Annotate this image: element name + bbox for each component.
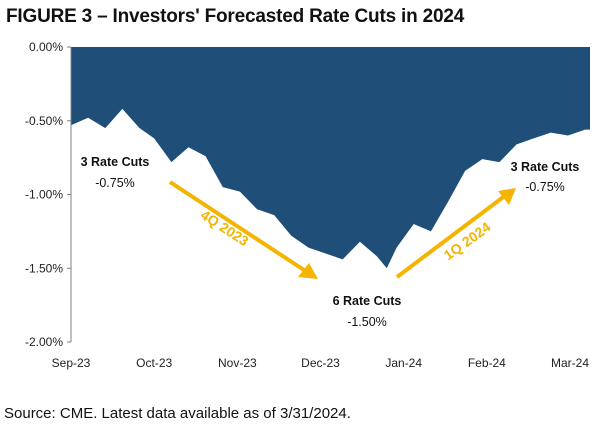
x-tick-label: Jan-24 — [385, 356, 422, 370]
trend-arrow-1q — [395, 188, 516, 279]
y-tick-label: -1.50% — [25, 261, 63, 275]
x-tick-label: Nov-23 — [218, 356, 257, 370]
annotation-value-mar: -0.75% — [525, 180, 565, 194]
x-tick-label: Oct-23 — [136, 356, 172, 370]
annotation-label-jan: 6 Rate Cuts — [333, 294, 402, 308]
x-axis: Sep-23 Oct-23 Nov-23 Dec-23 Jan-24 Feb-24 Mar-… — [52, 356, 590, 370]
source-note: Source: CME. Latest data available as of… — [4, 405, 351, 422]
annotation-label-mar: 3 Rate Cuts — [511, 160, 580, 174]
forecast-area — [71, 47, 590, 269]
y-tick-label: 0.00% — [29, 40, 63, 54]
trend-arrow-4q — [168, 180, 318, 279]
chart-title: FIGURE 3 – Investors' Forecasted Rate Cu… — [6, 6, 465, 27]
y-tick-label: -1.00% — [25, 188, 63, 202]
x-tick-label: Dec-23 — [301, 356, 340, 370]
trend-label-4q: 4Q 2023 — [198, 206, 252, 249]
x-tick-label: Mar-24 — [551, 356, 589, 370]
annotation-label-sep: 3 Rate Cuts — [81, 155, 150, 169]
rate-cuts-chart: 0.00% -0.50% -1.00% -1.50% -2.00% Sep-23 Oct-… — [25, 40, 590, 370]
annotation-value-sep: -0.75% — [95, 176, 135, 190]
y-tick-label: -0.50% — [25, 114, 63, 128]
x-tick-label: Feb-24 — [468, 356, 506, 370]
annotation-value-jan: -1.50% — [347, 315, 387, 329]
x-tick-label: Sep-23 — [52, 356, 91, 370]
y-tick-label: -2.00% — [25, 335, 63, 349]
y-axis: 0.00% -0.50% -1.00% -1.50% -2.00% — [25, 40, 72, 349]
